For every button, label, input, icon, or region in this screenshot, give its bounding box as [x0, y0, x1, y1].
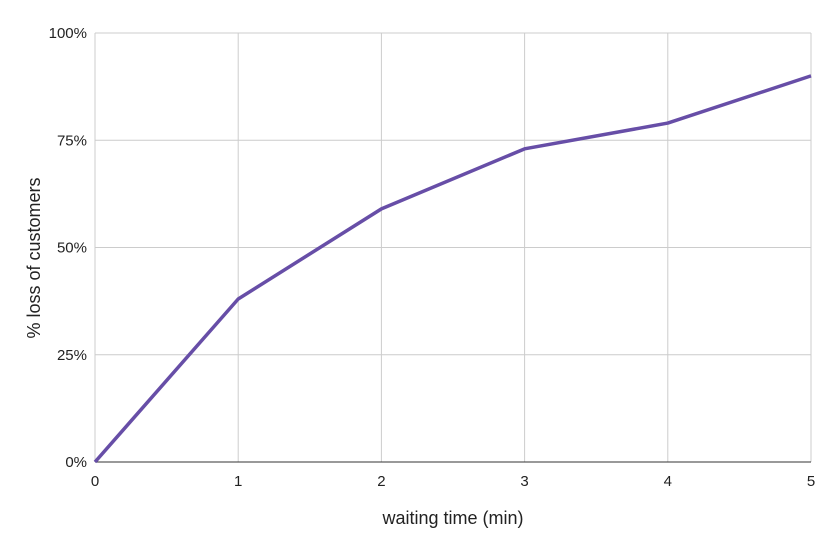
y-axis-label: % loss of customers [24, 177, 44, 338]
y-tick-label: 0% [65, 454, 87, 471]
x-tick-label: 0 [91, 473, 99, 490]
y-tick-label: 75% [57, 132, 87, 149]
data-line [93, 74, 812, 464]
x-tick-label: 3 [520, 473, 528, 490]
x-tick-label: 4 [664, 473, 672, 490]
x-tick-label: 5 [807, 473, 815, 490]
y-tick-label: 50% [57, 240, 87, 257]
y-tick-label: 100% [49, 25, 87, 42]
x-axis-label: waiting time (min) [381, 508, 523, 528]
x-tick-label: 2 [377, 473, 385, 490]
x-tick-label: 1 [234, 473, 242, 490]
y-tick-label: 25% [57, 347, 87, 364]
